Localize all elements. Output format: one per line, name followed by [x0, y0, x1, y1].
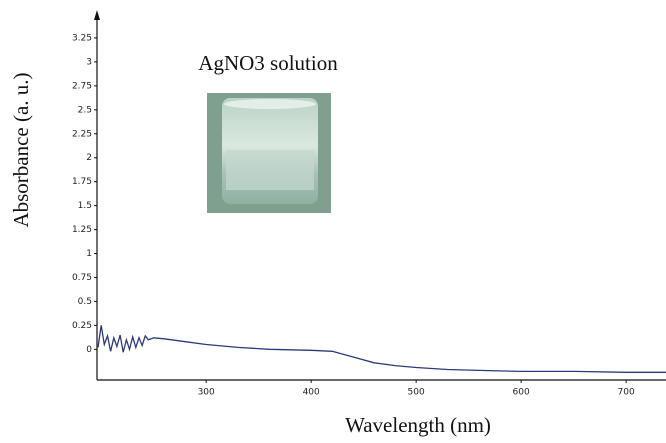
- y-tick-label: 2.25: [72, 129, 92, 139]
- y-tick-label: 2.5: [78, 105, 92, 115]
- y-tick-label: 1: [86, 249, 92, 259]
- y-tick-label: 0: [86, 345, 92, 355]
- y-tick-label: 0.25: [72, 321, 92, 331]
- y-tick-label: 1.5: [78, 201, 92, 211]
- y-tick-label: 0.75: [72, 273, 92, 283]
- x-tick-label: 300: [198, 388, 215, 398]
- inset-photo: [207, 93, 331, 213]
- x-tick-label: 600: [513, 388, 530, 398]
- y-axis-label: Absorbance (a. u.): [9, 72, 33, 227]
- data-line: [97, 325, 666, 373]
- y-tick-label: 1.75: [72, 177, 92, 187]
- x-tick-label: 500: [408, 388, 425, 398]
- y-tick-label: 2: [86, 153, 92, 163]
- y-tick-label: 0.5: [78, 297, 92, 307]
- y-tick-label: 3.25: [72, 33, 92, 43]
- y-tick-label: 3: [86, 57, 92, 67]
- axis-arrow: [94, 10, 100, 20]
- annotation: AgNO3 solution: [198, 51, 338, 75]
- x-tick-label: 400: [303, 388, 320, 398]
- y-tick-label: 2.75: [72, 81, 92, 91]
- x-tick-label: 700: [618, 388, 635, 398]
- y-tick-label: 1.25: [72, 225, 92, 235]
- x-axis-label: Wavelength (nm): [345, 413, 491, 437]
